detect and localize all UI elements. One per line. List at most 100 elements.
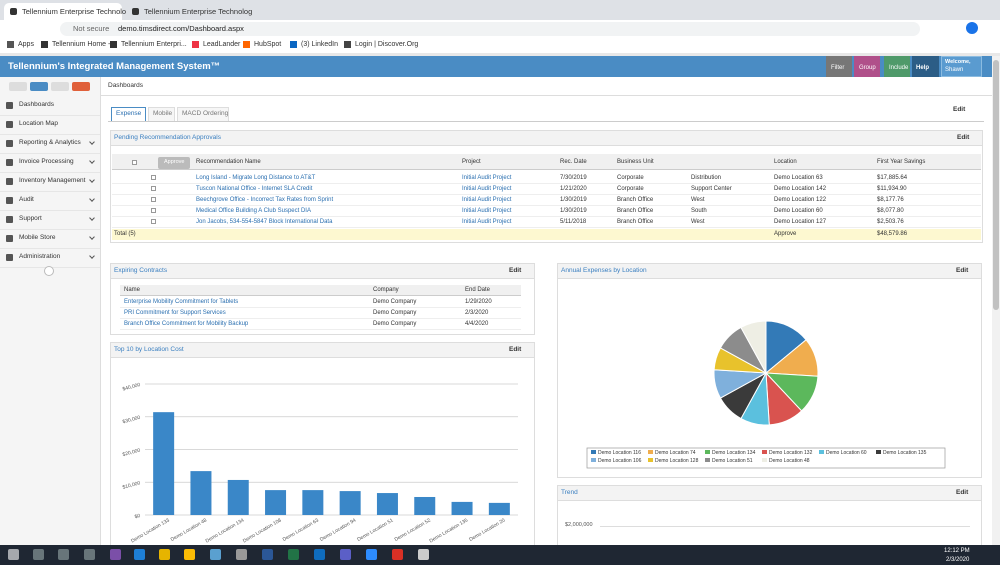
header-button[interactable]: Filter bbox=[826, 56, 852, 77]
taskbar-icon[interactable] bbox=[392, 549, 403, 560]
cell[interactable]: Initial Audit Project bbox=[462, 208, 512, 214]
taskbar-icon[interactable] bbox=[236, 549, 247, 560]
taskbar-icon[interactable] bbox=[210, 549, 221, 560]
widget bbox=[110, 130, 983, 243]
taskbar-icon[interactable] bbox=[58, 549, 69, 560]
bookmark[interactable]: (3) LinkedIn bbox=[301, 41, 338, 48]
sidebar-tool[interactable] bbox=[51, 82, 69, 91]
edit-menu[interactable]: Edit bbox=[957, 134, 970, 141]
menu-item[interactable]: Administration bbox=[19, 253, 61, 260]
menu-sep bbox=[0, 229, 100, 230]
dashboard-tab[interactable]: Mobile bbox=[148, 107, 175, 121]
collapse[interactable] bbox=[44, 266, 54, 276]
menu-item[interactable]: Reporting & Analytics bbox=[19, 139, 81, 146]
cell[interactable]: Enterprise Mobility Commitment for Table… bbox=[124, 299, 239, 305]
cell: $8,077.80 bbox=[877, 208, 904, 214]
button-label: Group bbox=[859, 65, 876, 71]
bookmark[interactable]: LeadLander bbox=[203, 41, 241, 48]
bookmark[interactable]: Apps bbox=[18, 41, 34, 48]
taskbar-icon[interactable] bbox=[366, 549, 377, 560]
taskbar-icon[interactable] bbox=[159, 549, 170, 560]
taskbar-icon[interactable] bbox=[418, 549, 429, 560]
cell[interactable]: Tuscon National Office - Internet SLA Cr… bbox=[196, 186, 313, 192]
cell[interactable]: Medical Office Building A Club Suspect D… bbox=[196, 208, 311, 214]
cell[interactable]: Initial Audit Project bbox=[462, 197, 512, 203]
cell[interactable]: Initial Audit Project bbox=[462, 186, 512, 192]
row-line bbox=[120, 329, 521, 330]
cell[interactable]: Jon Jacobs, 534-554-5847 Block Internati… bbox=[196, 219, 333, 225]
table-header bbox=[112, 154, 981, 170]
taskbar-icon[interactable] bbox=[314, 549, 325, 560]
row-checkbox[interactable] bbox=[151, 219, 156, 224]
browser-tab[interactable]: Tellennium Enterprise Technolog bbox=[126, 3, 252, 20]
taskbar-icon[interactable] bbox=[288, 549, 299, 560]
header-button[interactable]: Help bbox=[912, 56, 939, 77]
row-checkbox[interactable] bbox=[151, 197, 156, 202]
row-checkbox[interactable] bbox=[151, 175, 156, 180]
sidebar-tool[interactable] bbox=[30, 82, 48, 91]
menu-item[interactable]: Dashboards bbox=[19, 101, 55, 108]
menu-item[interactable]: Mobile Store bbox=[19, 234, 56, 241]
edit-menu[interactable]: Edit bbox=[956, 489, 969, 496]
dashboard-tab[interactable]: MACD Ordering bbox=[177, 107, 229, 121]
menu-item[interactable]: Location Map bbox=[19, 120, 59, 127]
browser-tab[interactable]: Tellennium Enterprise Technolog bbox=[4, 3, 130, 20]
clock-time: 12:12 PM bbox=[944, 548, 970, 554]
header-button[interactable]: Group bbox=[854, 56, 880, 77]
edit-menu[interactable]: Edit bbox=[509, 346, 522, 353]
cell[interactable]: Beechgrove Office - Incorrect Tax Rates … bbox=[196, 197, 334, 203]
header-checkbox[interactable] bbox=[132, 160, 137, 165]
approve-button[interactable]: Approve bbox=[158, 157, 190, 169]
menu-item[interactable]: Support bbox=[19, 215, 42, 222]
sidebar-tool[interactable] bbox=[9, 82, 27, 91]
cell: Corporate bbox=[617, 186, 644, 192]
taskbar-icon[interactable] bbox=[340, 549, 351, 560]
taskbar-icon[interactable] bbox=[184, 549, 195, 560]
cell[interactable]: Long Island - Migrate Long Distance to A… bbox=[196, 175, 316, 181]
edit-menu[interactable]: Edit bbox=[953, 106, 966, 113]
app-title: Tellennium's Integrated Management Syste… bbox=[8, 61, 221, 72]
column-header: Project bbox=[462, 159, 481, 165]
widget-header bbox=[110, 342, 535, 358]
cell: Demo Location 142 bbox=[774, 186, 827, 192]
cell: South bbox=[691, 208, 707, 214]
bookmark[interactable]: Login | Discover.Org bbox=[355, 41, 419, 48]
row-checkbox[interactable] bbox=[151, 208, 156, 213]
bookmark[interactable]: Tellennium Enterpri... bbox=[121, 41, 187, 48]
edit-menu[interactable]: Edit bbox=[956, 267, 969, 274]
taskbar-icon[interactable] bbox=[33, 549, 44, 560]
cell: $17,885.64 bbox=[877, 175, 908, 181]
row-checkbox[interactable] bbox=[151, 186, 156, 191]
dashboard-tab[interactable]: Expense bbox=[111, 107, 146, 121]
address-field[interactable] bbox=[60, 22, 920, 36]
cell: 1/30/2019 bbox=[560, 208, 587, 214]
bookmark[interactable]: Tellennium Home -... bbox=[52, 41, 117, 48]
taskbar-icon[interactable] bbox=[134, 549, 145, 560]
bookmark-icon bbox=[110, 41, 117, 48]
taskbar-icon[interactable] bbox=[8, 549, 19, 560]
bookmark[interactable]: HubSpot bbox=[254, 41, 282, 48]
cell[interactable]: PRI Commitment for Support Services bbox=[124, 310, 226, 316]
taskbar-icon[interactable] bbox=[84, 549, 95, 560]
user-menu[interactable]: Welcome, Shawn bbox=[941, 56, 982, 77]
cell[interactable]: Initial Audit Project bbox=[462, 219, 512, 225]
cell[interactable]: Branch Office Commitment for Mobility Ba… bbox=[124, 321, 249, 327]
menu-sep bbox=[0, 191, 100, 192]
total-approve[interactable]: Approve bbox=[774, 231, 797, 237]
header-button[interactable]: Include bbox=[884, 56, 910, 77]
cell: Support Center bbox=[691, 186, 732, 192]
menu-item[interactable]: Inventory Management bbox=[19, 177, 86, 184]
widget-title: Trend bbox=[561, 489, 578, 496]
taskbar-icon[interactable] bbox=[110, 549, 121, 560]
menu-item[interactable]: Invoice Processing bbox=[19, 158, 74, 165]
edit-menu[interactable]: Edit bbox=[509, 267, 522, 274]
taskbar-icon[interactable] bbox=[262, 549, 273, 560]
sidebar-tool[interactable] bbox=[72, 82, 90, 91]
scroll-thumb[interactable] bbox=[993, 60, 999, 310]
menu-item[interactable]: Audit bbox=[19, 196, 34, 203]
cell[interactable]: Initial Audit Project bbox=[462, 175, 512, 181]
bookmark-icon bbox=[41, 41, 48, 48]
url: demo.timsdirect.com/Dashboard.aspx bbox=[118, 24, 244, 33]
menu-sep bbox=[0, 210, 100, 211]
